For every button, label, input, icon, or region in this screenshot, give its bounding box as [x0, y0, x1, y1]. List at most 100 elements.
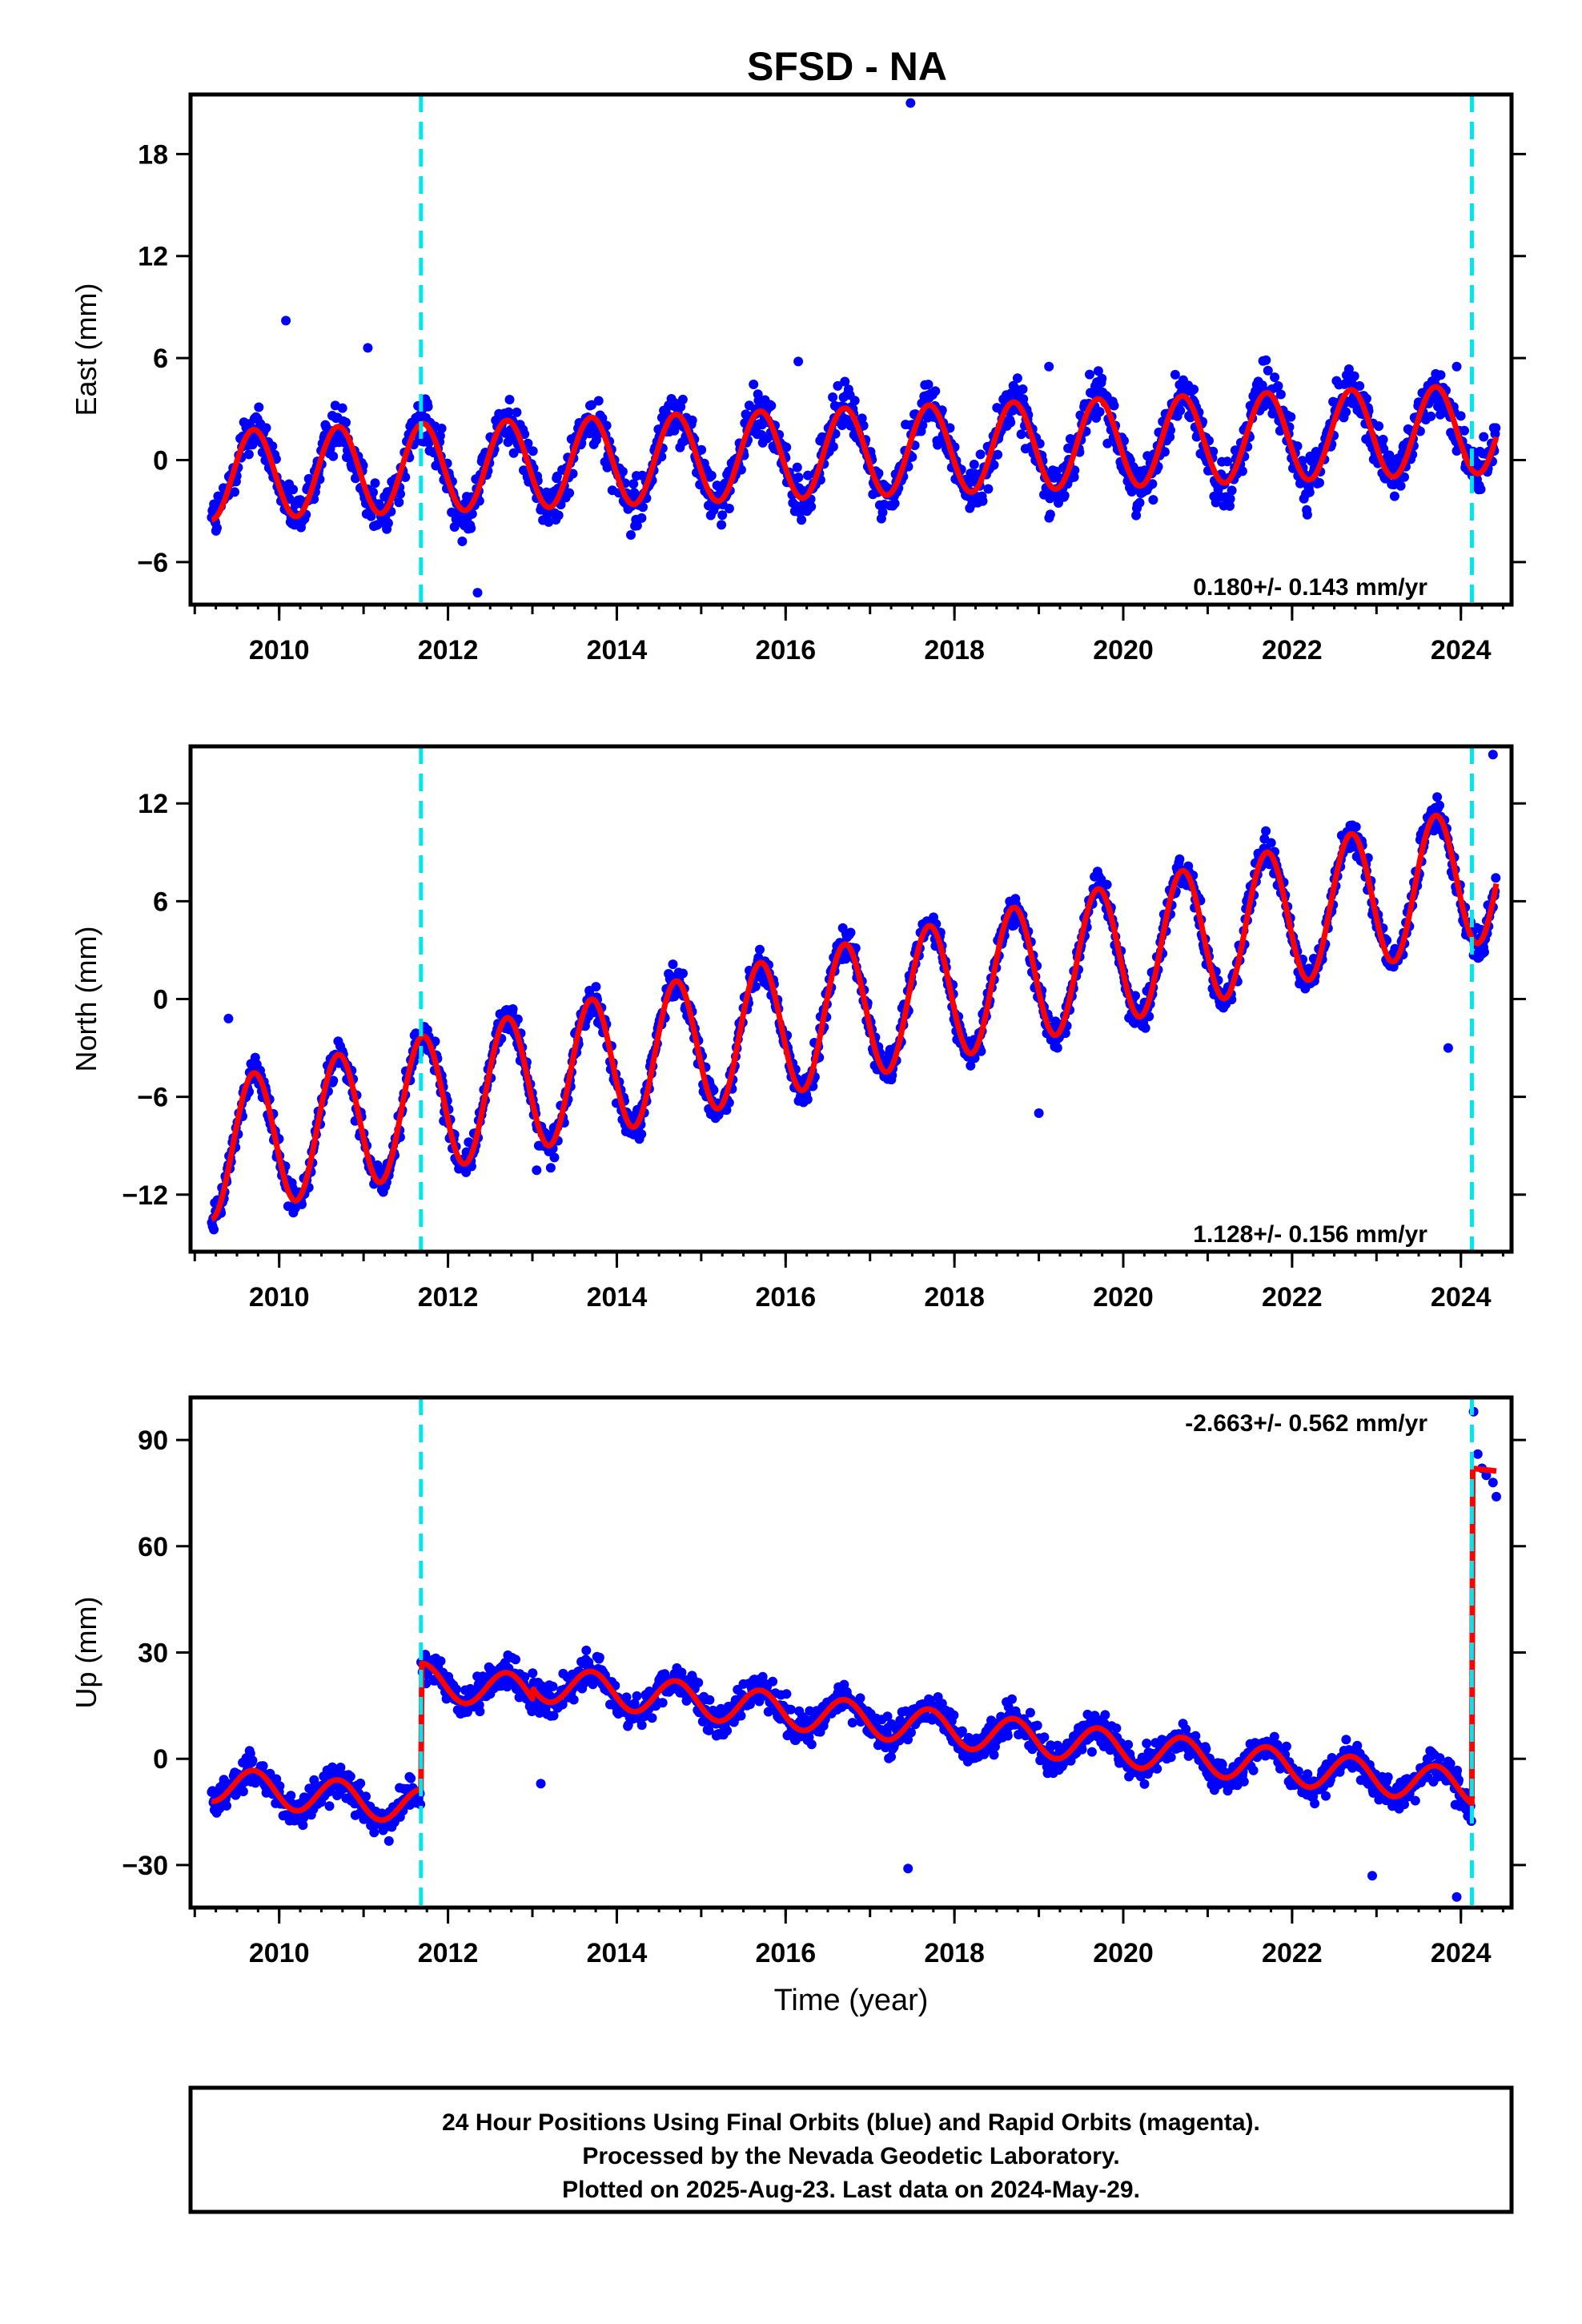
data-point [855, 1693, 865, 1703]
data-point [785, 1704, 796, 1715]
y-tick-label: −12 [122, 1180, 168, 1211]
data-point [1189, 384, 1199, 395]
data-point [802, 1094, 813, 1104]
data-point [1051, 466, 1062, 476]
data-point [797, 515, 807, 525]
data-point [1292, 441, 1303, 452]
data-point [755, 944, 765, 955]
data-point-outlier [532, 1165, 542, 1176]
data-point [1085, 369, 1094, 380]
data-point-outlier [223, 1013, 234, 1023]
x-tick-label: 2010 [249, 1282, 310, 1313]
data-point [668, 959, 678, 970]
data-point [1237, 466, 1247, 476]
y-tick-label: 0 [153, 985, 168, 1015]
data-point [243, 449, 254, 460]
x-tick-label: 2020 [1093, 635, 1154, 665]
data-point [1374, 421, 1384, 432]
data-point [564, 488, 575, 498]
data-point [512, 407, 522, 417]
data-point [328, 451, 339, 461]
data-point [341, 417, 351, 428]
data-point [396, 489, 405, 499]
scatter-points [207, 750, 1501, 1235]
data-point [568, 1695, 579, 1705]
data-point [989, 1750, 999, 1760]
x-tick-label: 2024 [1431, 635, 1492, 665]
data-point-outlier [363, 343, 373, 353]
data-point [749, 380, 759, 389]
data-point [1399, 472, 1409, 482]
data-point [677, 394, 688, 404]
data-point [993, 449, 1003, 460]
data-point [1304, 487, 1315, 497]
scatter-points [207, 98, 1501, 598]
data-point [394, 497, 404, 508]
data-point [261, 423, 271, 433]
data-point [1491, 423, 1501, 433]
data-point [1131, 510, 1142, 521]
x-tick-label: 2018 [924, 1282, 985, 1313]
data-point [1147, 479, 1158, 489]
data-point [587, 400, 596, 410]
data-point [544, 517, 554, 527]
data-point [523, 438, 533, 448]
x-tick-label: 2010 [249, 635, 310, 665]
data-point [1148, 495, 1158, 505]
data-point [1341, 407, 1351, 417]
data-point [917, 420, 928, 430]
data-point [230, 487, 239, 497]
data-point [949, 1710, 959, 1720]
data-point [1263, 365, 1273, 376]
y-tick-label: 6 [153, 344, 168, 374]
data-point [1297, 456, 1307, 466]
data-point [706, 470, 717, 480]
data-point [705, 1695, 715, 1705]
data-point [267, 441, 278, 452]
data-point [1102, 438, 1113, 448]
panel-2: 2010 2012 2014 2016 2018 2020 2022 2024−12−6061… [70, 744, 1526, 1313]
data-point [247, 1755, 258, 1766]
y-tick-label: −6 [137, 1083, 168, 1113]
data-point [545, 1163, 556, 1173]
data-point [736, 1711, 746, 1721]
data-point [1286, 412, 1296, 422]
data-point [1175, 405, 1186, 416]
data-point [1426, 411, 1436, 421]
data-point [1266, 838, 1276, 848]
x-tick-label: 2014 [587, 1282, 648, 1313]
data-point [457, 537, 468, 546]
data-point [717, 520, 727, 530]
y-axis-label: North (mm) [70, 927, 102, 1072]
data-point [212, 523, 222, 533]
x-tick-label: 2022 [1262, 1282, 1323, 1313]
y-tick-label: −6 [137, 548, 168, 578]
data-point [930, 386, 941, 396]
data-point [806, 501, 817, 512]
data-point [638, 502, 648, 513]
data-point [847, 1718, 857, 1728]
data-point [508, 1004, 518, 1014]
data-point [1059, 490, 1070, 501]
data-point [508, 448, 519, 458]
data-point-outlier [1488, 750, 1498, 760]
data-point [1225, 494, 1235, 504]
model-fit-line [209, 812, 1500, 1222]
model-fit-line [209, 384, 1500, 523]
data-point [1351, 822, 1361, 832]
data-point [632, 521, 642, 531]
data-point [1432, 792, 1443, 802]
data-point [781, 1689, 792, 1699]
data-point [1109, 400, 1119, 411]
data-point [969, 460, 979, 469]
data-point [1093, 366, 1103, 376]
data-point-outlier [472, 588, 483, 598]
data-point [1476, 485, 1486, 494]
data-point [1389, 491, 1399, 501]
data-point [1070, 465, 1080, 476]
data-point [504, 395, 515, 404]
data-point [553, 510, 564, 521]
data-point [511, 1655, 520, 1665]
data-point [1378, 434, 1388, 444]
